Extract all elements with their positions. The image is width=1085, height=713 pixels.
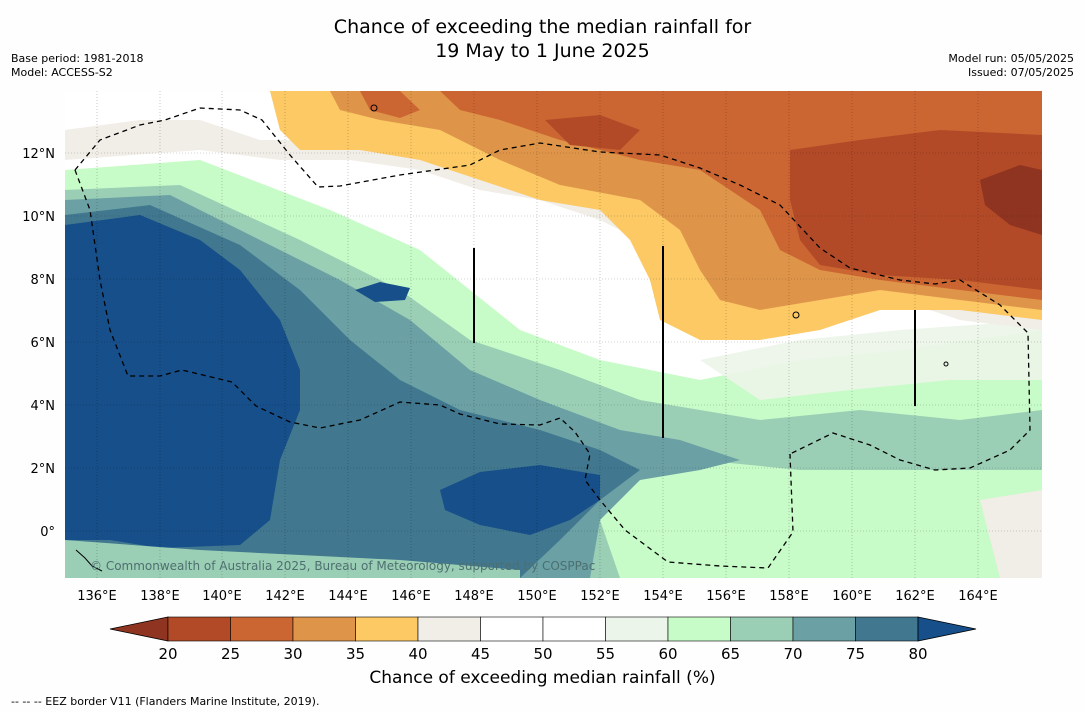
eez-footnote: -- -- -- EEZ border V11 (Flanders Marine… — [11, 695, 320, 708]
colorbar-tick-label: 30 — [283, 645, 302, 663]
colorbar-segment — [417, 616, 481, 642]
x-tick-label: 162°E — [895, 589, 935, 604]
colorbar-tick-label: 40 — [408, 645, 427, 663]
colorbar-tick-label: 20 — [158, 645, 177, 663]
x-tick-label: 142°E — [265, 589, 305, 604]
model-run: Model run: 05/05/2025 — [948, 52, 1074, 65]
x-tick-label: 160°E — [832, 589, 872, 604]
zone-south-strip — [65, 540, 520, 578]
colorbar-segment — [730, 616, 794, 642]
y-tick-label: 0° — [40, 525, 55, 540]
colorbar-tick-label: 50 — [533, 645, 552, 663]
colorbar — [109, 616, 977, 642]
eez-border — [74, 107, 1031, 569]
copyright-watermark: © Commonwealth of Australia 2025, Bureau… — [90, 559, 595, 573]
model-name: Model: ACCESS-S2 — [11, 66, 113, 79]
x-tick-label: 144°E — [328, 589, 368, 604]
metadata-right: Model run: 05/05/2025 Issued: 07/05/2025 — [948, 52, 1074, 80]
colorbar-segment — [355, 616, 419, 642]
probability-field — [65, 91, 1042, 578]
colorbar-tick-label: 25 — [221, 645, 240, 663]
colorbar-tick-label: 70 — [783, 645, 802, 663]
colorbar-tick-label: 80 — [908, 645, 927, 663]
x-tick-label: 150°E — [517, 589, 557, 604]
colorbar-segment — [855, 616, 919, 642]
colorbar-title: Chance of exceeding median rainfall (%) — [369, 668, 716, 688]
colorbar-tick-label: 65 — [721, 645, 740, 663]
x-tick-label: 148°E — [454, 589, 494, 604]
y-axis-labels: 12°N 10°N 8°N 6°N 4°N 2°N 0° — [22, 147, 55, 540]
colorbar-segment — [480, 616, 544, 642]
colorbar-extend-low — [109, 616, 169, 642]
x-tick-label: 156°E — [706, 589, 746, 604]
x-tick-label: 136°E — [77, 589, 117, 604]
x-tick-label: 146°E — [391, 589, 431, 604]
zone-over-80 — [65, 215, 300, 548]
colorbar-segment — [230, 616, 294, 642]
colorbar-tick-label: 60 — [658, 645, 677, 663]
y-tick-label: 4°N — [31, 399, 56, 414]
map-title-line1: Chance of exceeding the median rainfall … — [333, 16, 752, 38]
zone-80-north — [355, 282, 410, 302]
metadata-left: Base period: 1981-2018 Model: ACCESS-S2 — [11, 52, 143, 80]
colorbar-segment — [167, 616, 231, 642]
zone-southeast-light — [620, 470, 1042, 578]
y-tick-label: 12°N — [22, 147, 55, 162]
colorbar-tick-label: 45 — [471, 645, 490, 663]
zone-over-80-east — [440, 465, 600, 535]
y-tick-label: 10°N — [22, 210, 55, 225]
x-axis-labels: 136°E 138°E 140°E 142°E 144°E 146°E 148°… — [77, 589, 998, 604]
y-tick-label: 6°N — [31, 336, 56, 351]
colorbar-segment — [605, 616, 669, 642]
colorbar-labels: 20 25 30 35 40 45 50 55 60 65 70 75 80 — [158, 645, 927, 663]
zone-45-55-north — [65, 91, 380, 150]
graticule — [65, 91, 1042, 578]
colorbar-segment — [667, 616, 731, 642]
y-tick-label: 8°N — [31, 273, 56, 288]
colorbar-tick-label: 55 — [596, 645, 615, 663]
x-tick-label: 140°E — [202, 589, 242, 604]
x-tick-label: 154°E — [643, 589, 683, 604]
colorbar-tick-label: 35 — [346, 645, 365, 663]
x-tick-label: 158°E — [769, 589, 809, 604]
boundary-lines — [473, 246, 916, 438]
colorbar-segment — [542, 616, 606, 642]
map-title-line2: 19 May to 1 June 2025 — [435, 40, 650, 62]
colorbar-segment — [792, 616, 856, 642]
zone-20-25-north — [545, 115, 640, 150]
zone-55-60 — [700, 320, 1042, 400]
zone-southeast-white — [980, 490, 1042, 578]
x-tick-label: 164°E — [958, 589, 998, 604]
y-tick-label: 2°N — [31, 462, 56, 477]
colorbar-segment — [292, 616, 356, 642]
zone-20-25 — [790, 130, 1042, 290]
base-period: Base period: 1981-2018 — [11, 52, 144, 65]
islands — [75, 104, 949, 572]
issued-date: Issued: 07/05/2025 — [967, 66, 1074, 79]
zone-under-20 — [980, 165, 1042, 235]
x-tick-label: 152°E — [580, 589, 620, 604]
x-tick-label: 138°E — [140, 589, 180, 604]
colorbar-tick-label: 75 — [846, 645, 865, 663]
colorbar-extend-high — [917, 616, 977, 642]
